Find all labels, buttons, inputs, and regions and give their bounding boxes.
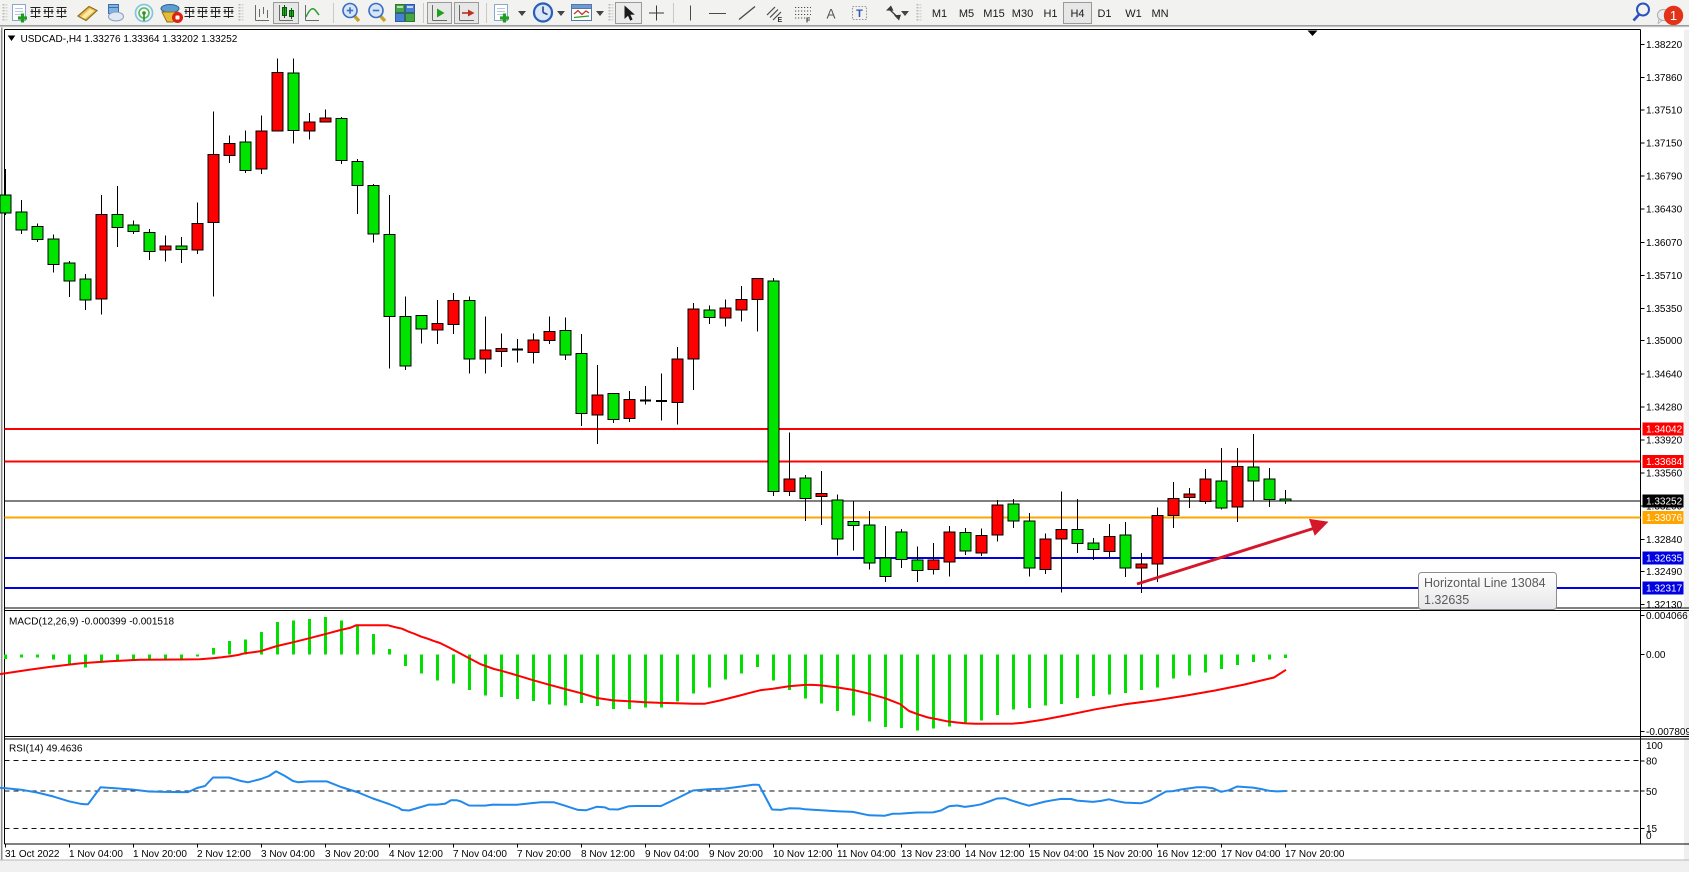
svg-text:16 Nov 12:00: 16 Nov 12:00 [1157,849,1217,860]
svg-text:H1: H1 [1043,8,1057,20]
svg-text:3 Nov 04:00: 3 Nov 04:00 [261,849,315,860]
svg-text:3 Nov 20:00: 3 Nov 20:00 [325,849,379,860]
svg-text:1 Nov 20:00: 1 Nov 20:00 [133,849,187,860]
svg-text:M15: M15 [983,8,1004,20]
svg-text:USDCAD-,H4 1.33276 1.33364 1.: USDCAD-,H4 1.33276 1.33364 1.33202 1.332… [21,34,238,45]
svg-text:1.37150: 1.37150 [1646,139,1683,150]
svg-text:T: T [856,8,863,20]
svg-text:1.32130: 1.32130 [1646,600,1683,611]
svg-text:7 Nov 04:00: 7 Nov 04:00 [453,849,507,860]
svg-text:0.00: 0.00 [1646,650,1666,661]
svg-text:0.004066: 0.004066 [1646,611,1688,622]
svg-text:1.32317: 1.32317 [1646,584,1683,595]
svg-text:F: F [806,18,811,25]
svg-text:15 Nov 20:00: 15 Nov 20:00 [1093,849,1153,860]
svg-text:RSI(14) 49.4636: RSI(14) 49.4636 [9,744,83,755]
svg-text:1.32635: 1.32635 [1424,593,1469,607]
svg-text:1.32635: 1.32635 [1646,554,1683,565]
svg-text:MACD(12,26,9) -0.000399 -0.001: MACD(12,26,9) -0.000399 -0.001518 [9,617,175,628]
svg-text:8 Nov 12:00: 8 Nov 12:00 [581,849,635,860]
svg-text:H4: H4 [1070,8,1084,20]
svg-text:4 Nov 12:00: 4 Nov 12:00 [389,849,443,860]
svg-text:0: 0 [1646,831,1652,842]
svg-text:1.34640: 1.34640 [1646,369,1683,380]
svg-text:1.37860: 1.37860 [1646,73,1683,84]
svg-text:1.32840: 1.32840 [1646,535,1683,546]
svg-text:D1: D1 [1097,8,1111,20]
svg-text:1.33252: 1.33252 [1646,497,1683,508]
svg-text:50: 50 [1646,787,1658,798]
svg-text:17 Nov 20:00: 17 Nov 20:00 [1285,849,1345,860]
svg-text:1.35350: 1.35350 [1646,304,1683,315]
svg-text:M5: M5 [959,8,974,20]
svg-text:1.36430: 1.36430 [1646,205,1683,216]
svg-text:1.37510: 1.37510 [1646,105,1683,116]
svg-text:1.38220: 1.38220 [1646,40,1683,51]
svg-text:9 Nov 20:00: 9 Nov 20:00 [709,849,763,860]
svg-text:-0.007809: -0.007809 [1646,727,1689,738]
svg-text:M1: M1 [932,8,947,20]
svg-text:1.34042: 1.34042 [1646,425,1683,436]
svg-text:1.33076: 1.33076 [1646,513,1683,524]
svg-text:1.36070: 1.36070 [1646,238,1683,249]
svg-text:E: E [778,17,783,24]
svg-text:2 Nov 12:00: 2 Nov 12:00 [197,849,251,860]
svg-text:80: 80 [1646,757,1658,768]
svg-text:1.33920: 1.33920 [1646,436,1683,447]
svg-text:15 Nov 04:00: 15 Nov 04:00 [1029,849,1089,860]
svg-text:1.35000: 1.35000 [1646,336,1683,347]
svg-text:1: 1 [1670,8,1677,23]
svg-text:W1: W1 [1125,8,1142,20]
svg-text:14 Nov 12:00: 14 Nov 12:00 [965,849,1025,860]
svg-text:1.33684: 1.33684 [1646,457,1683,468]
svg-text:13 Nov 23:00: 13 Nov 23:00 [901,849,961,860]
svg-text:1.36790: 1.36790 [1646,172,1683,183]
svg-text:7 Nov 20:00: 7 Nov 20:00 [517,849,571,860]
svg-text:11 Nov 04:00: 11 Nov 04:00 [837,849,896,860]
svg-text:10 Nov 12:00: 10 Nov 12:00 [773,849,833,860]
svg-text:17 Nov 04:00: 17 Nov 04:00 [1221,849,1281,860]
svg-text:1.33560: 1.33560 [1646,469,1683,480]
svg-text:1.32490: 1.32490 [1646,567,1683,578]
svg-text:1.34280: 1.34280 [1646,402,1683,413]
svg-text:A: A [826,7,835,22]
svg-text:9 Nov 04:00: 9 Nov 04:00 [645,849,699,860]
svg-text:100: 100 [1646,741,1663,752]
svg-text:31 Oct 2022: 31 Oct 2022 [5,849,60,860]
svg-text:Horizontal Line 13084: Horizontal Line 13084 [1424,576,1546,590]
svg-text:M30: M30 [1012,8,1033,20]
svg-text:1 Nov 04:00: 1 Nov 04:00 [69,849,123,860]
svg-text:MN: MN [1151,8,1168,20]
svg-text:1.35710: 1.35710 [1646,271,1683,282]
svg-text:15: 15 [1646,824,1658,835]
